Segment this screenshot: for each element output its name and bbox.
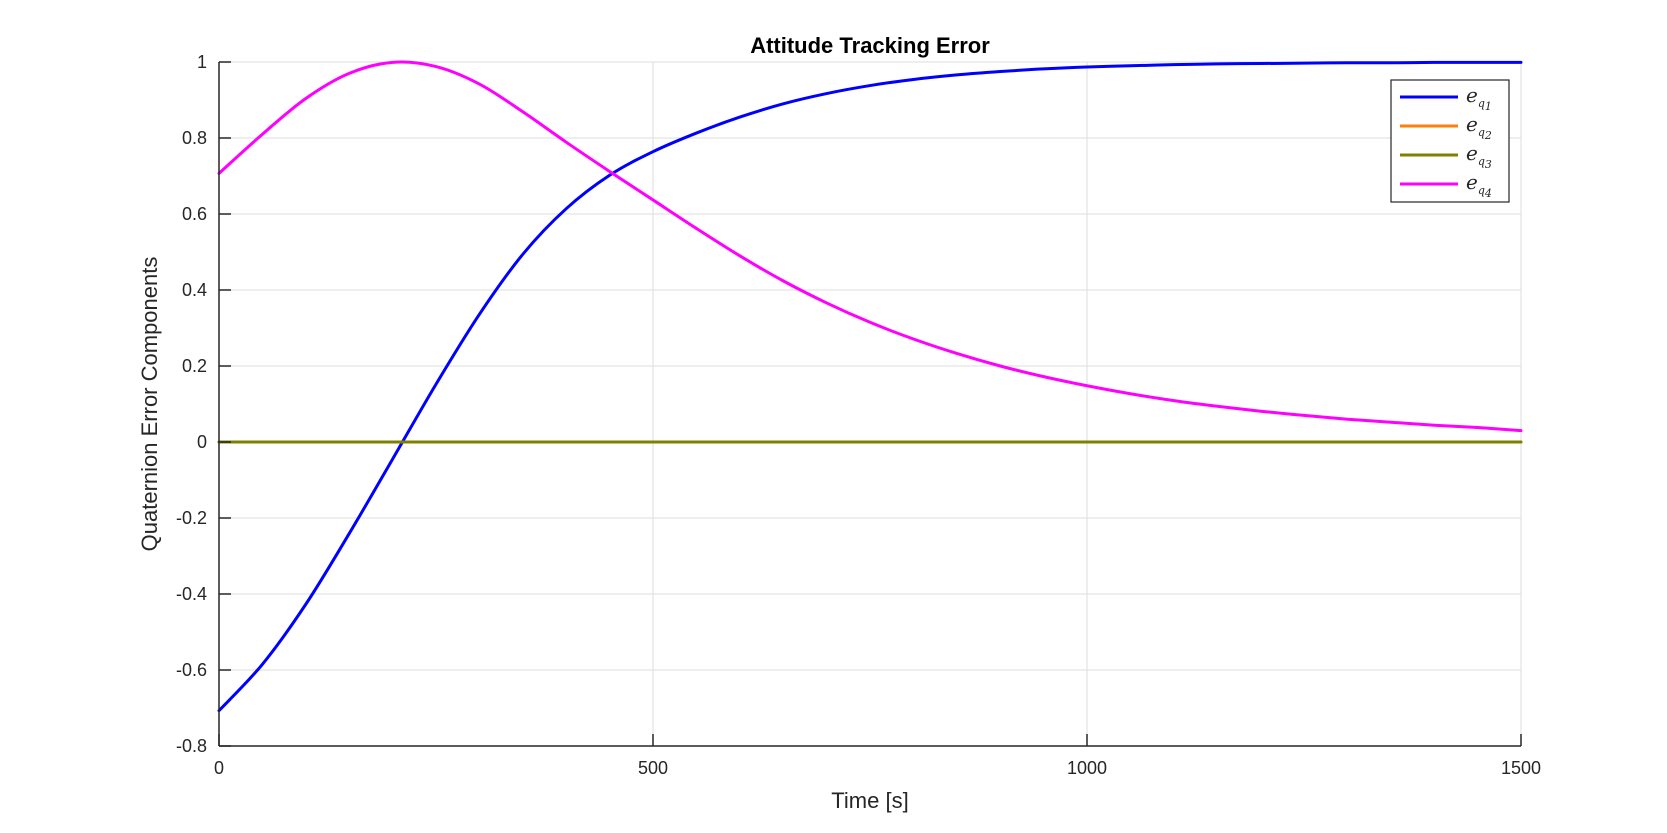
legend-box xyxy=(1390,79,1510,203)
x-tick-label: 1000 xyxy=(1067,758,1107,778)
y-tick-label: 0.8 xyxy=(182,128,207,148)
x-tick-label: 1500 xyxy=(1501,758,1541,778)
legend-label-eq3: eq3 xyxy=(1466,141,1492,171)
legend-label-eq2: eq2 xyxy=(1466,112,1492,142)
legend-label-eq4: eq4 xyxy=(1466,170,1492,200)
y-axis-label: Quaternion Error Components xyxy=(137,257,162,552)
x-axis-label: Time [s] xyxy=(831,788,908,813)
series-line-eq4 xyxy=(217,60,1523,433)
tick-labels: 0 500 1000 1500 -0.8 -0.6 -0.4 -0.2 0 0.2 0.4 0.6 0.… xyxy=(176,52,1541,778)
series-line-eq1 xyxy=(217,60,1523,713)
chart-title: Attitude Tracking Error xyxy=(750,33,990,58)
y-tick-label: 0.2 xyxy=(182,356,207,376)
y-tick-label: 0.6 xyxy=(182,204,207,224)
y-tick-label: -0.8 xyxy=(176,736,207,756)
plot-area xyxy=(219,62,1521,746)
legend-label-eq1: eq1 xyxy=(1466,83,1492,113)
x-tick-label: 500 xyxy=(638,758,668,778)
y-tick-label: -0.4 xyxy=(176,584,207,604)
axes xyxy=(218,61,1522,747)
x-tick-label: 0 xyxy=(214,758,224,778)
y-tick-label: 0.4 xyxy=(182,280,207,300)
y-tick-label: -0.2 xyxy=(176,508,207,528)
y-tick-label: -0.6 xyxy=(176,660,207,680)
series-lines xyxy=(217,60,1523,713)
y-tick-label: 1 xyxy=(197,52,207,72)
y-tick-label: 0 xyxy=(197,432,207,452)
